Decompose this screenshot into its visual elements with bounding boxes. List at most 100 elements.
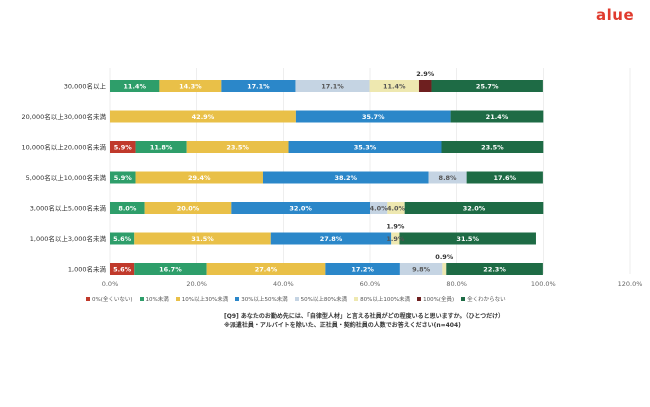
data-label: 21.4% <box>486 113 509 121</box>
data-label: 5.6% <box>113 235 132 243</box>
bar-segment <box>110 171 136 184</box>
legend-swatch <box>139 297 144 301</box>
legend-swatch <box>354 297 359 301</box>
legend-label: 100%(全員) <box>423 297 455 303</box>
bar-segment <box>441 141 544 153</box>
data-label: 42.9% <box>192 113 215 121</box>
legend-label: 80%以上100%未満 <box>360 297 411 303</box>
legend-swatch <box>417 297 422 301</box>
callout-label: 2.9% <box>416 70 435 78</box>
bar-segment <box>369 80 419 92</box>
data-label: 23.5% <box>481 143 504 151</box>
bar-segment <box>295 110 451 123</box>
data-label: 11.8% <box>150 143 173 151</box>
data-label: 22.3% <box>483 265 506 273</box>
data-label: 1.9% <box>386 235 405 243</box>
bar-segment <box>442 263 447 275</box>
bar-segment <box>144 202 232 214</box>
legend: 0%(全くいない) 10%未満 10%以上30%未満 30%以上50%未満 50%以上8… <box>86 295 556 303</box>
legend-item: 10%以上30%未満 <box>175 295 229 303</box>
legend-item: 80%以上100%未満 <box>354 295 410 303</box>
bar-segment <box>295 80 370 92</box>
data-label: 16.7% <box>159 265 182 273</box>
legend-label: 50%以上80%未満 <box>300 297 348 303</box>
legend-item: 全くわからない <box>461 295 506 303</box>
x-tick-labels: 0.0% 20.0% 40.0% 60.0% 80.0% 100.0% 120.0% <box>102 280 643 288</box>
legend-item: 100%(全員) <box>417 295 454 303</box>
legend-label: 全くわからない <box>467 297 506 303</box>
data-label: 27.4% <box>255 265 278 273</box>
callout-label: 1.9% <box>386 223 405 231</box>
legend-label: 10%以上30%未満 <box>181 297 229 303</box>
legend-swatch <box>86 297 90 301</box>
category-label: 1,000名以上3,000名未満 <box>30 234 107 243</box>
data-label: 17.2% <box>351 265 374 273</box>
legend-label: 10%未満 <box>145 297 169 303</box>
legend-swatch <box>294 297 299 301</box>
legend-swatch <box>175 297 180 301</box>
data-label: 29.4% <box>188 174 211 182</box>
x-tick-label: 120.0% <box>618 280 643 288</box>
legend-item: 30%以上50%未満 <box>235 295 288 303</box>
category-label: 1,000名未満 <box>68 264 107 273</box>
data-label: 11.4% <box>123 82 146 90</box>
x-tick-label: 20.0% <box>186 280 207 288</box>
data-label: 5.9% <box>114 174 133 182</box>
data-label: 14.3% <box>179 82 202 90</box>
bar-segment <box>110 141 136 153</box>
data-label: 17.1% <box>247 82 270 90</box>
bar-segment <box>110 263 135 275</box>
callout-label: 0.9% <box>435 253 454 261</box>
data-label: 23.5% <box>226 143 249 151</box>
bar-segment <box>418 80 432 92</box>
legend-label: 30%以上50%未満 <box>241 297 288 303</box>
bar-segment <box>262 171 429 184</box>
data-label: 35.7% <box>362 113 385 121</box>
category-label: 20,000名以上30,000名未満 <box>22 112 107 121</box>
legend-label: 0%(全くいない) <box>92 297 133 303</box>
bar-segment <box>231 202 370 214</box>
x-tick-label: 40.0% <box>273 280 294 288</box>
data-label: 25.7% <box>476 82 499 90</box>
bar-segment <box>391 232 400 245</box>
bar-segment <box>221 80 296 92</box>
data-label: 17.1% <box>321 82 344 90</box>
data-label: 27.8% <box>320 235 343 243</box>
bars <box>110 80 544 275</box>
bar-segment <box>270 232 392 245</box>
legend-item: 0%(全くいない) <box>86 295 133 303</box>
x-tick-label: 0.0% <box>102 280 119 288</box>
bar-segment <box>428 171 467 184</box>
legend-item: 50%以上80%未満 <box>294 295 348 303</box>
data-label: 8.8% <box>439 174 458 182</box>
data-label: 31.5% <box>456 235 479 243</box>
data-label: 4.0% <box>370 204 389 212</box>
question-line-1: [Q9] あなたのお勤め先には、「自律型人材」と言える社員がどの程度いると思いま… <box>224 313 505 320</box>
bar-segment <box>431 80 543 92</box>
x-tick-label: 60.0% <box>360 280 381 288</box>
question-text: [Q9] あなたのお勤め先には、「自律型人材」と言える社員がどの程度いると思いま… <box>224 312 504 330</box>
bar-segment <box>110 80 160 92</box>
bar-segment <box>206 263 326 275</box>
bar-segment <box>186 141 289 153</box>
data-label: 20.0% <box>177 204 200 212</box>
bar-segment <box>387 202 405 214</box>
legend-swatch <box>235 297 240 301</box>
data-label: 32.0% <box>289 204 312 212</box>
bar-segment <box>404 202 544 214</box>
category-labels: 30,000名以上 20,000名以上30,000名未満 10,000名以上20,0… <box>22 81 107 273</box>
bar-segment <box>399 263 443 275</box>
bar-segment <box>110 232 135 245</box>
legend-swatch <box>461 297 466 301</box>
bar-segment <box>399 232 536 245</box>
data-label: 31.5% <box>191 235 214 243</box>
data-label: 32.0% <box>463 204 486 212</box>
bar-segment <box>370 202 388 214</box>
bar-segment <box>450 110 544 123</box>
bar-segment <box>135 141 187 153</box>
stacked-bar-chart: 11.4% 14.3% 17.1% 17.1% 11.4% 25.7% 42.9% 35.7%… <box>22 68 643 288</box>
data-label: 5.6% <box>113 265 132 273</box>
data-label: 4.0% <box>387 204 406 212</box>
brand-logo: alue <box>596 6 635 24</box>
category-label: 5,000名以上10,000名未満 <box>26 173 107 182</box>
